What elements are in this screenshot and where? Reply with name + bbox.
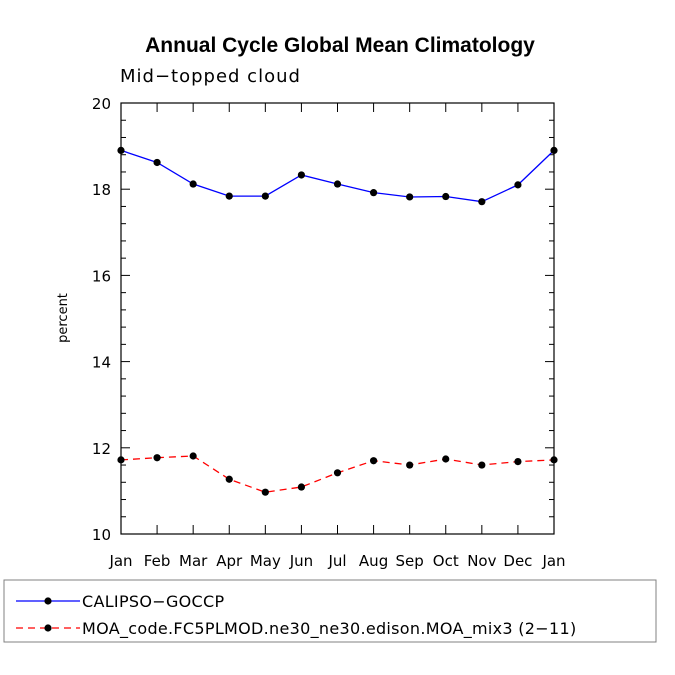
- y-tick-label: 10: [92, 526, 111, 544]
- data-point: [225, 192, 233, 200]
- data-point: [333, 180, 342, 188]
- data-point: [550, 456, 558, 464]
- series-line: [120, 149, 555, 203]
- data-point: [550, 146, 558, 155]
- y-tick-label: 12: [92, 440, 111, 458]
- data-point: [333, 469, 342, 477]
- x-tick-label: Sep: [396, 552, 424, 570]
- x-tick-label: Feb: [144, 552, 171, 570]
- x-axis: Jan Feb Mar Apr May Jun Jul Aug Sep Oct Nov Dec Jan: [108, 103, 566, 570]
- data-point: [153, 454, 161, 462]
- y-tick-label: 16: [92, 267, 111, 285]
- x-tick-label: Apr: [216, 552, 243, 570]
- data-point: [225, 475, 233, 483]
- data-point: [297, 483, 306, 491]
- x-tick-label: Mar: [179, 552, 208, 570]
- x-tick-label: Jan: [108, 552, 132, 570]
- data-point: [478, 198, 486, 206]
- x-tick-label: Jul: [327, 552, 346, 570]
- y-axis: 10 12 14 16 18 20: [92, 95, 554, 544]
- y-axis-label: percent: [56, 293, 71, 343]
- legend-label: CALIPSO−GOCCP: [82, 592, 224, 611]
- chart-subtitle: Mid−topped cloud: [120, 66, 301, 87]
- data-point: [117, 146, 125, 155]
- data-point: [189, 452, 197, 460]
- x-tick-label: Nov: [467, 552, 496, 570]
- data-point: [514, 457, 522, 466]
- x-tick-label: Oct: [433, 552, 459, 570]
- legend: CALIPSO−GOCCP MOA_code.FC5PLMOD.ne30_ne30…: [3, 579, 657, 643]
- data-point: [369, 457, 378, 465]
- y-tick-label: 20: [92, 95, 111, 113]
- data-point: [153, 158, 161, 167]
- data-point: [406, 193, 414, 201]
- y-tick-label: 14: [92, 354, 111, 372]
- x-tick-label: Jan: [541, 552, 565, 570]
- data-point: [189, 180, 197, 188]
- series-1: [117, 146, 558, 206]
- legend-label: MOA_code.FC5PLMOD.ne30_ne30.edison.MOA_m…: [82, 619, 576, 639]
- data-point: [297, 171, 306, 179]
- data-point: [514, 181, 522, 189]
- legend-marker: [44, 597, 52, 605]
- data-point: [261, 488, 269, 496]
- y-tick-label: 18: [92, 181, 111, 199]
- data-point: [442, 192, 450, 201]
- series-layer: [117, 146, 558, 496]
- x-tick-label: Dec: [503, 552, 532, 570]
- x-tick-label: Jun: [289, 552, 313, 570]
- x-tick-label: May: [250, 552, 281, 570]
- legend-box: [3, 579, 657, 643]
- chart-title: Annual Cycle Global Mean Climatology: [145, 34, 535, 57]
- x-tick-label: Aug: [359, 552, 388, 570]
- series-2: [117, 452, 558, 496]
- legend-marker: [44, 624, 52, 632]
- data-point: [117, 456, 125, 464]
- data-point: [406, 461, 414, 469]
- data-point: [369, 189, 378, 197]
- data-point: [478, 461, 486, 469]
- data-point: [442, 455, 450, 463]
- data-point: [261, 192, 269, 200]
